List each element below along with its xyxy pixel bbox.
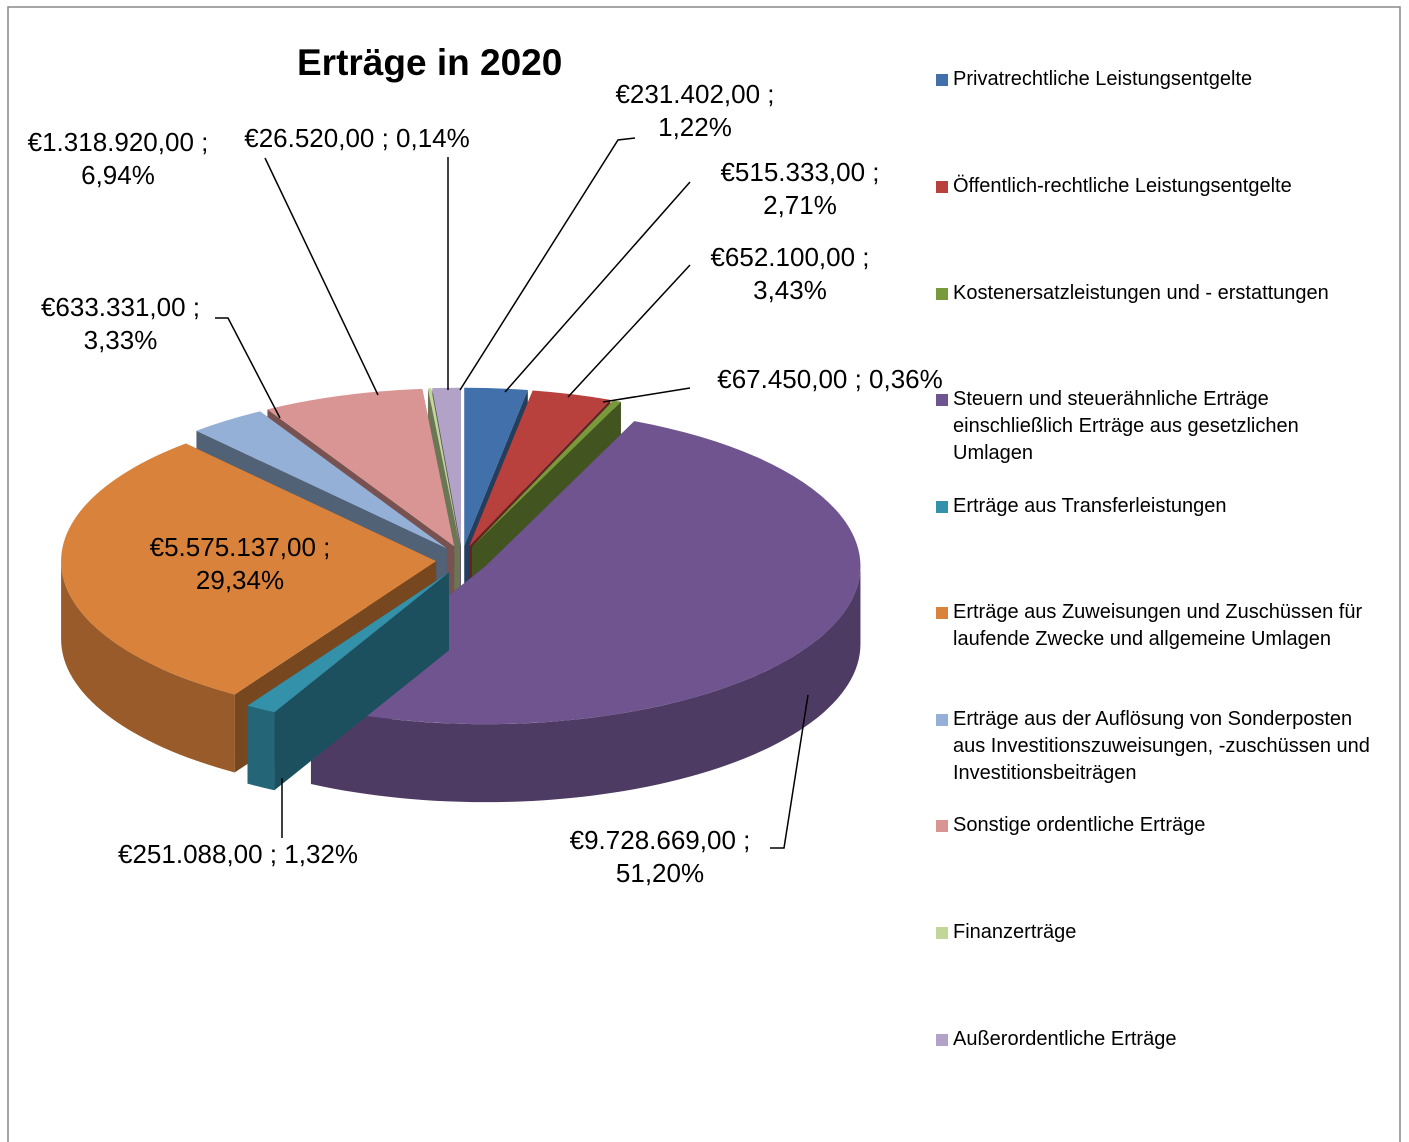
legend-swatch: [936, 74, 948, 86]
legend-swatch: [936, 927, 948, 939]
legend-item: Steuern und steuerähnliche Erträge einsc…: [936, 386, 1376, 467]
slice-side: [61, 561, 235, 773]
legend-label: Steuern und steuerähnliche Erträge einsc…: [953, 388, 1299, 464]
slice: [464, 387, 528, 546]
slice: [267, 388, 455, 547]
leader-line: [215, 317, 281, 419]
data-label: €633.331,00 ; 3,33%: [40, 292, 201, 355]
data-label: €5.575.137,00 ; 29,34%: [149, 532, 331, 595]
slice: [472, 400, 621, 547]
legend-label: Kostenersatzleistungen und - erstattunge…: [953, 282, 1329, 304]
legend-label: Privatrechtliche Leistungsentgelte: [953, 68, 1253, 90]
data-label: €652.100,00 ; 3,43%: [710, 242, 870, 305]
legend-label: Sonstige ordentliche Erträge: [953, 814, 1206, 836]
slice: [61, 443, 437, 695]
legend-item: Sonstige ordentliche Erträge: [936, 812, 1376, 839]
leader-line: [264, 157, 379, 396]
slice-side: [247, 705, 275, 791]
legend-label: Öffentlich-rechtliche Leistungsentgelte: [953, 175, 1292, 197]
legend-label: Finanzerträge: [953, 921, 1077, 943]
slice-wall: [247, 572, 449, 784]
leader-line: [602, 387, 691, 403]
legend-swatch: [936, 714, 948, 726]
legend-item: Erträge aus der Auflösung von Sonderpost…: [936, 706, 1376, 787]
legend-item: Privatrechtliche Leistungsentgelte: [936, 66, 1376, 93]
slice: [427, 388, 460, 546]
leader-line: [567, 264, 691, 398]
legend-swatch: [936, 181, 948, 193]
data-label: €251.088,00 ; 1,32%: [118, 839, 358, 869]
legend-label: Erträge aus der Auflösung von Sonderpost…: [953, 708, 1370, 784]
slice: [247, 572, 449, 713]
slice: [469, 390, 611, 547]
legend-label: Erträge aus Zuweisungen und Zuschüssen f…: [953, 601, 1363, 650]
slice: [196, 411, 447, 549]
legend-item: Kostenersatzleistungen und - erstattunge…: [936, 280, 1376, 307]
legend-swatch: [936, 501, 948, 513]
legend-label: Außerordentliche Erträge: [953, 1028, 1177, 1050]
legend-swatch: [936, 288, 948, 300]
legend-swatch: [936, 394, 948, 406]
legend-item: Öffentlich-rechtliche Leistungsentgelte: [936, 173, 1376, 200]
chart-title: Erträge in 2020: [297, 42, 563, 83]
data-label: €515.333,00 ; 2,71%: [720, 157, 880, 220]
legend-swatch: [936, 1034, 948, 1046]
legend-swatch: [936, 820, 948, 832]
legend-swatch: [936, 607, 948, 619]
legend-item: Erträge aus Zuweisungen und Zuschüssen f…: [936, 599, 1376, 653]
data-label: €231.402,00 ; 1,22%: [615, 79, 775, 142]
slice-side: [310, 566, 861, 803]
legend-item: Erträge aus Transferleistungen: [936, 493, 1376, 520]
leader-line: [504, 181, 691, 393]
data-label: €9.728.669,00 ; 51,20%: [569, 825, 751, 888]
leader-line: [770, 694, 809, 849]
legend-item: Außerordentliche Erträge: [936, 1026, 1376, 1053]
slice: [432, 387, 462, 546]
data-label: €1.318.920,00 ; 6,94%: [27, 127, 209, 190]
data-label: €26.520,00 ; 0,14%: [244, 123, 470, 153]
data-label: €67.450,00 ; 0,36%: [717, 364, 943, 394]
leader-line: [459, 137, 636, 391]
legend-item: Finanzerträge: [936, 919, 1376, 946]
legend-label: Erträge aus Transferleistungen: [953, 495, 1227, 517]
